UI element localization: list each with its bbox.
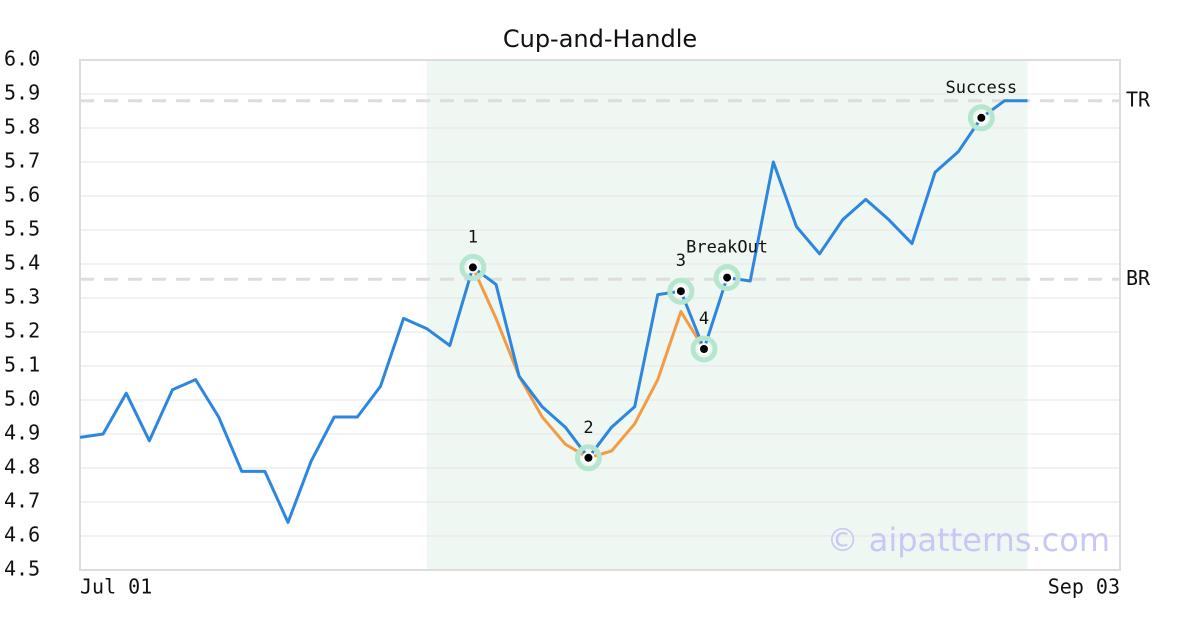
annotation-dot [698, 343, 710, 355]
y-tick-label: 5.2 [4, 319, 40, 343]
y-tick-label: 4.5 [4, 557, 40, 581]
annotation-label: Success [946, 78, 1018, 98]
annotation-label: 4 [699, 309, 709, 329]
annotation-dot [466, 261, 479, 274]
annotation-halo [667, 277, 695, 305]
watermark: © aipatterns.com [827, 521, 1110, 559]
annotation-dot [674, 285, 687, 298]
level-label: TR [1126, 87, 1151, 111]
annotation-halo [690, 335, 718, 363]
series-line [79, 99, 1028, 524]
y-tick-label: 5.5 [4, 217, 40, 241]
y-tick-label: 4.8 [4, 455, 40, 479]
y-tick-label: 5.4 [4, 251, 40, 275]
y-tick-label: 5.0 [4, 387, 40, 411]
annotation-dot [975, 111, 988, 124]
x-tick-label: Jul 01 [80, 575, 152, 599]
y-tick-label: 4.6 [4, 523, 40, 547]
annotation-label: BreakOut [686, 238, 768, 258]
y-tick-label: 6.0 [4, 47, 40, 71]
shaded-range [426, 60, 1028, 570]
y-tick-label: 5.1 [4, 353, 40, 377]
plot-frame [79, 59, 1121, 571]
annotation-halo [713, 264, 741, 292]
y-tick-label: 5.8 [4, 115, 40, 139]
annotation-label: 2 [583, 418, 593, 438]
x-tick-label: Sep 03 [1048, 575, 1120, 599]
annotation-dot [582, 451, 595, 464]
y-tick-label: 5.6 [4, 183, 40, 207]
annotation-halo [459, 253, 487, 281]
annotation-halo [967, 104, 995, 132]
annotation-label: 3 [676, 251, 686, 271]
chart-title: Cup-and-Handle [503, 25, 697, 53]
level-label: BR [1126, 266, 1151, 290]
y-tick-label: 5.7 [4, 149, 40, 173]
annotation-label: 1 [468, 227, 478, 247]
y-tick-label: 4.7 [4, 489, 40, 513]
y-tick-label: 5.3 [4, 285, 40, 309]
annotation-halo [574, 444, 602, 472]
y-tick-label: 4.9 [4, 421, 40, 445]
y-tick-label: 5.9 [4, 81, 40, 105]
annotation-dot [721, 271, 734, 284]
